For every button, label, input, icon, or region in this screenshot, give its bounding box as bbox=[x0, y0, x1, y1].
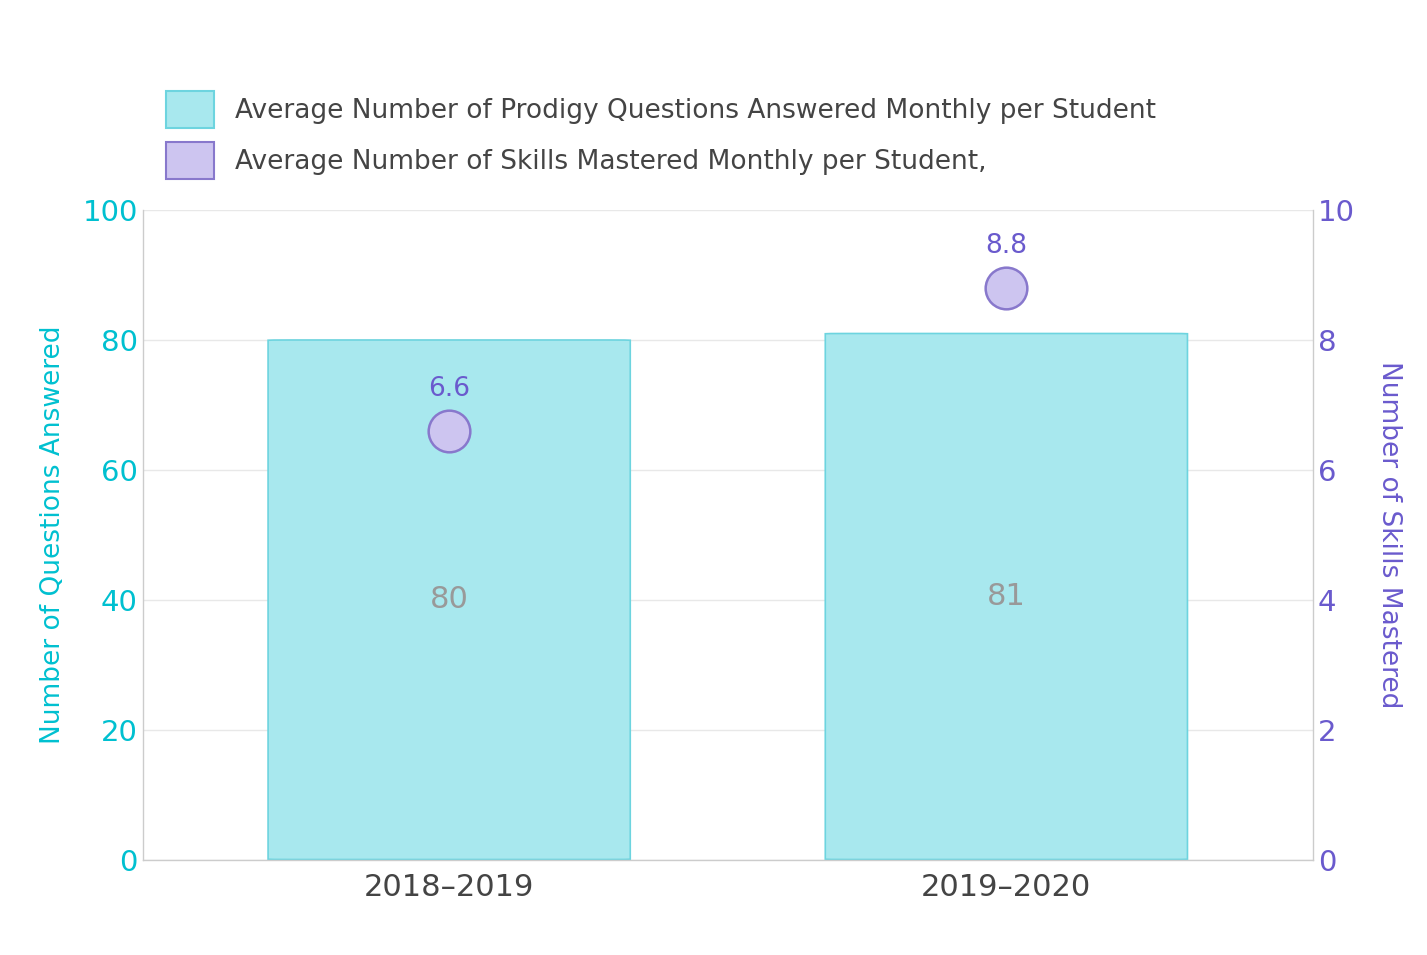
Text: 8.8: 8.8 bbox=[986, 233, 1027, 259]
Point bbox=[438, 423, 461, 438]
Text: 80: 80 bbox=[430, 585, 468, 614]
Y-axis label: Number of Questions Answered: Number of Questions Answered bbox=[40, 326, 66, 744]
Point bbox=[995, 281, 1017, 296]
Legend: Average Number of Prodigy Questions Answered Monthly per Student, Average Number: Average Number of Prodigy Questions Answ… bbox=[156, 80, 1167, 189]
Text: 6.6: 6.6 bbox=[428, 375, 469, 402]
FancyBboxPatch shape bbox=[268, 340, 631, 860]
Y-axis label: Number of Skills Mastered: Number of Skills Mastered bbox=[1376, 361, 1401, 709]
FancyBboxPatch shape bbox=[825, 333, 1187, 860]
Text: 81: 81 bbox=[987, 582, 1026, 611]
